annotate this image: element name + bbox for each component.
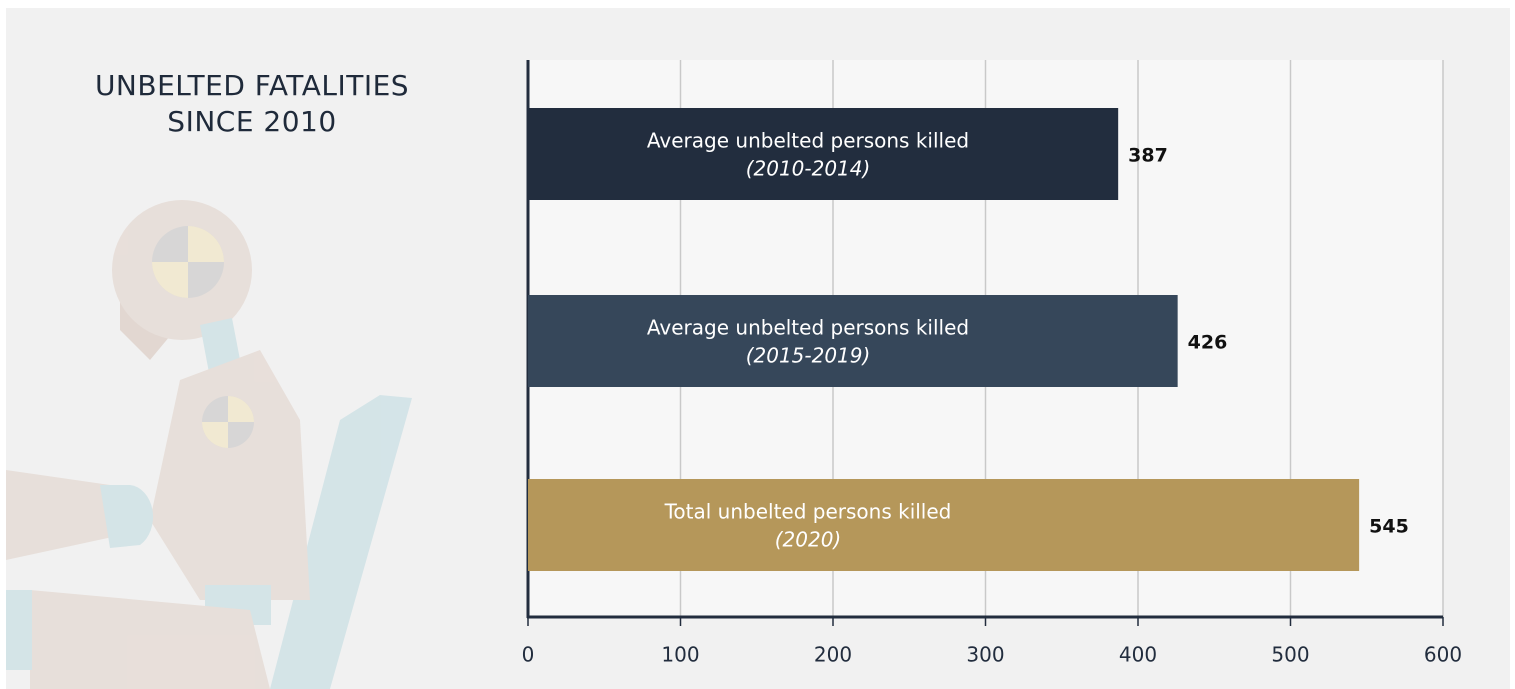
value-label: 387: [1128, 145, 1168, 167]
crash-dummy-illustration: [6, 200, 412, 689]
bar-label: Average unbelted persons killed: [647, 316, 969, 340]
x-tick-label: 500: [1271, 643, 1309, 667]
bar-label: Total unbelted persons killed: [664, 500, 952, 524]
x-tick-label: 300: [966, 643, 1004, 667]
x-tick-label: 400: [1119, 643, 1157, 667]
bar: [528, 479, 1360, 571]
bar: [528, 108, 1119, 200]
chart-title: UNBELTED FATALITIES SINCE 2010: [94, 69, 410, 138]
x-tick-label: 0: [522, 643, 535, 667]
x-tick-label: 600: [1424, 643, 1462, 667]
bar-label: Average unbelted persons killed: [647, 129, 969, 153]
value-label: 426: [1188, 332, 1228, 354]
x-tick-label: 200: [814, 643, 852, 667]
bar-period: (2020): [775, 528, 842, 552]
bar-period: (2010-2014): [746, 157, 871, 181]
value-label: 545: [1369, 516, 1409, 538]
x-tick-label: 100: [661, 643, 699, 667]
bar-period: (2015-2019): [746, 344, 871, 368]
bar: [528, 295, 1178, 387]
